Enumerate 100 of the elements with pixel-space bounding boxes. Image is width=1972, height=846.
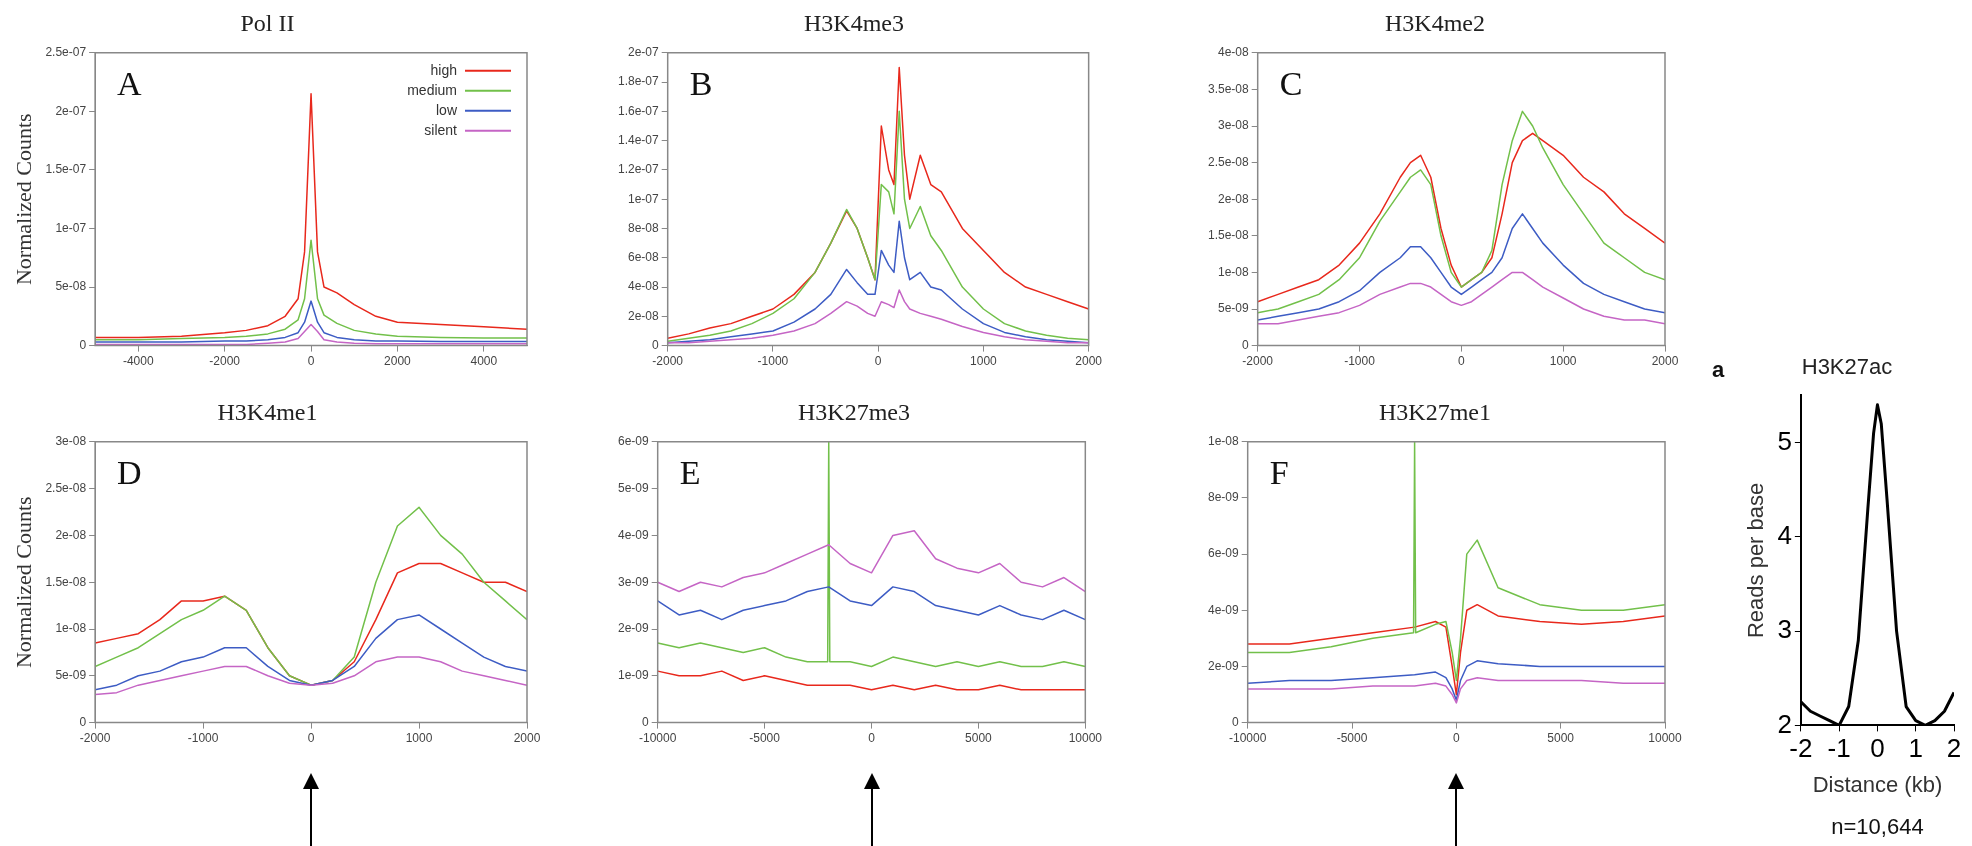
x-tick-label: 1000 <box>405 731 433 746</box>
y-tick-label: 2e-08 <box>628 308 660 323</box>
y-tick-label: 3e-08 <box>1218 118 1250 133</box>
x-tick-label: 5000 <box>1547 731 1575 746</box>
x-axis-title: Distance (kb) <box>1812 771 1943 797</box>
chart-title: Pol II <box>240 9 295 36</box>
y-tick-label: 1.5e-08 <box>45 574 87 589</box>
y-tick-label: 0 <box>652 337 660 352</box>
text: a <box>1712 357 1725 383</box>
legend-label: silent <box>424 121 458 138</box>
x-tick-label: -2000 <box>79 731 111 746</box>
x-tick-label: 2 <box>1946 733 1962 764</box>
y-tick-label: 0 <box>79 337 87 352</box>
x-tick-label: -2 <box>1789 733 1813 764</box>
chart-title: H3K4me1 <box>217 398 318 425</box>
annotation: A <box>117 64 143 102</box>
x-tick-label: 1000 <box>1549 354 1577 369</box>
x-tick-label: 0 <box>868 731 876 746</box>
y-tick-label: 2.5e-08 <box>45 480 87 495</box>
y-tick-label: 3e-09 <box>617 574 650 589</box>
y-tick-label: 3e-08 <box>55 434 87 449</box>
y-tick-label: 1.2e-07 <box>618 162 660 177</box>
y-tick-label: 2e-08 <box>55 527 87 542</box>
y-tick-label: 0 <box>642 714 649 729</box>
annotation: F <box>1269 453 1289 491</box>
chart-title: H3K4me2 <box>1385 9 1485 36</box>
x-tick-label: -10000 <box>1229 731 1267 746</box>
y-tick-label: 5e-09 <box>55 668 87 683</box>
x-tick-label: 0 <box>1453 731 1460 746</box>
annotation: E <box>679 453 701 491</box>
x-tick-label: -4000 <box>122 354 154 369</box>
y-tick-label: 3 <box>1777 614 1792 645</box>
y-tick-label: 1e-07 <box>55 220 87 235</box>
annotation: C <box>1279 64 1303 102</box>
y-axis-title: Normalized Counts <box>10 113 36 286</box>
y-tick-label: 8e-08 <box>628 220 660 235</box>
x-tick-label: -1000 <box>757 354 789 369</box>
y-tick-label: 0 <box>1242 337 1250 352</box>
y-tick-label: 4e-08 <box>1218 45 1250 60</box>
y-tick-label: 1.5e-08 <box>1208 228 1250 243</box>
annotation: D <box>117 453 142 491</box>
annotation: B <box>689 64 713 102</box>
x-tick-label: 2000 <box>513 731 541 746</box>
y-tick-label: 1e-09 <box>617 668 650 683</box>
x-tick-label: 0 <box>874 354 882 369</box>
x-tick-label: 0 <box>307 354 315 369</box>
chart-title: H3K27ac <box>1801 354 1893 380</box>
y-tick-label: 1.5e-07 <box>45 162 87 177</box>
y-tick-label: 1e-08 <box>1207 434 1240 449</box>
x-tick-label: 0 <box>307 731 315 746</box>
y-tick-label: 2.5e-07 <box>45 45 87 60</box>
y-tick-label: 1e-08 <box>1218 264 1250 279</box>
y-tick-label: 6e-08 <box>628 250 660 265</box>
x-tick-label: 10000 <box>1068 731 1103 746</box>
y-tick-label: 5e-09 <box>1218 301 1250 316</box>
legend-label: medium <box>407 81 457 98</box>
x-tick-label: 0 <box>1870 733 1885 764</box>
x-tick-label: 5000 <box>965 731 993 746</box>
x-tick-label: 4000 <box>470 354 498 369</box>
x-tick-label: -2000 <box>209 354 241 369</box>
y-axis-title: Reads per base <box>1743 482 1769 639</box>
y-tick-label: 5e-08 <box>55 279 87 294</box>
chart-title: H3K27me3 <box>798 398 910 425</box>
x-tick-label: 2000 <box>384 354 412 369</box>
y-tick-label: 6e-09 <box>1207 546 1240 561</box>
y-tick-label: 4e-09 <box>1207 602 1240 617</box>
y-tick-label: 4e-08 <box>628 279 660 294</box>
y-tick-label: 6e-09 <box>617 434 650 449</box>
x-tick-label: -2000 <box>1242 354 1274 369</box>
x-tick-label: 10000 <box>1648 731 1683 746</box>
x-tick-label: -1000 <box>187 731 219 746</box>
y-tick-label: 2e-08 <box>1218 191 1250 206</box>
y-tick-label: 4e-09 <box>617 527 650 542</box>
y-tick-label: 2e-09 <box>617 621 650 636</box>
y-tick-label: 2e-07 <box>628 45 660 60</box>
legend-label: low <box>435 101 458 118</box>
y-tick-label: 3.5e-08 <box>1208 81 1250 96</box>
x-tick-label: -1 <box>1827 733 1851 764</box>
y-axis-title: Normalized Counts <box>10 496 36 669</box>
legend-label: high <box>430 61 457 78</box>
x-tick-label: -10000 <box>639 731 677 746</box>
y-tick-label: 0 <box>1232 714 1239 729</box>
y-tick-label: 1e-08 <box>55 621 87 636</box>
x-tick-label: 0 <box>1458 354 1466 369</box>
x-tick-label: 2000 <box>1075 354 1103 369</box>
chart-title: H3K4me3 <box>804 9 904 36</box>
text: n=10,644 <box>1831 814 1924 840</box>
x-tick-label: -2000 <box>652 354 684 369</box>
y-tick-label: 8e-09 <box>1207 490 1240 505</box>
y-tick-label: 0 <box>79 714 87 729</box>
y-tick-label: 2.5e-08 <box>1208 154 1250 169</box>
y-tick-label: 2e-09 <box>1207 658 1240 673</box>
y-tick-label: 5 <box>1777 425 1792 456</box>
y-tick-label: 2e-07 <box>55 103 87 118</box>
x-tick-label: 1 <box>1908 733 1923 764</box>
y-tick-label: 5e-09 <box>617 480 650 495</box>
y-tick-label: 4 <box>1777 520 1792 550</box>
y-tick-label: 1.6e-07 <box>618 103 660 118</box>
x-tick-label: -5000 <box>1336 731 1368 746</box>
x-tick-label: 1000 <box>970 354 998 369</box>
